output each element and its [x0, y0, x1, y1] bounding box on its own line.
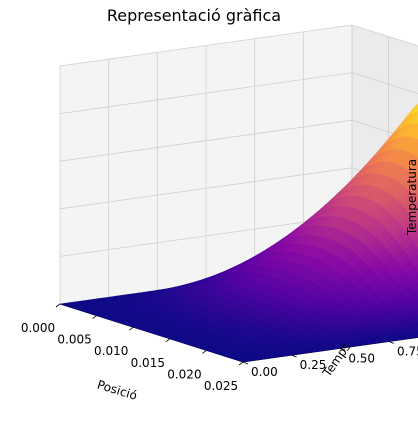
x-tick-label: 0.020 — [167, 367, 201, 381]
x-tick-label: 0.025 — [204, 379, 238, 393]
x-tick-mark — [239, 362, 243, 365]
x-tick-label: 0.000 — [21, 321, 55, 335]
y-tick-mark — [243, 362, 248, 364]
x-tick-mark — [202, 350, 206, 353]
x-tick-label: 0.005 — [57, 333, 91, 347]
x-tick-label: 0.015 — [131, 356, 165, 370]
x-tick-mark — [166, 339, 170, 342]
y-tick-mark — [389, 342, 394, 344]
x-tick-mark — [129, 327, 133, 330]
z-axis-label: Temperatura — [405, 159, 418, 236]
y-tick-mark — [292, 355, 297, 357]
chart-title: Representació gràfica — [0, 6, 388, 25]
y-tick-label: 0.50 — [348, 351, 375, 365]
x-tick-mark — [56, 304, 60, 307]
y-tick-label: 0.00 — [251, 365, 278, 379]
x-tick-label: 0.010 — [94, 344, 128, 358]
y-tick-label: 0.75 — [397, 345, 418, 359]
x-axis-label: Posició — [96, 377, 139, 402]
x-tick-mark — [93, 316, 97, 319]
